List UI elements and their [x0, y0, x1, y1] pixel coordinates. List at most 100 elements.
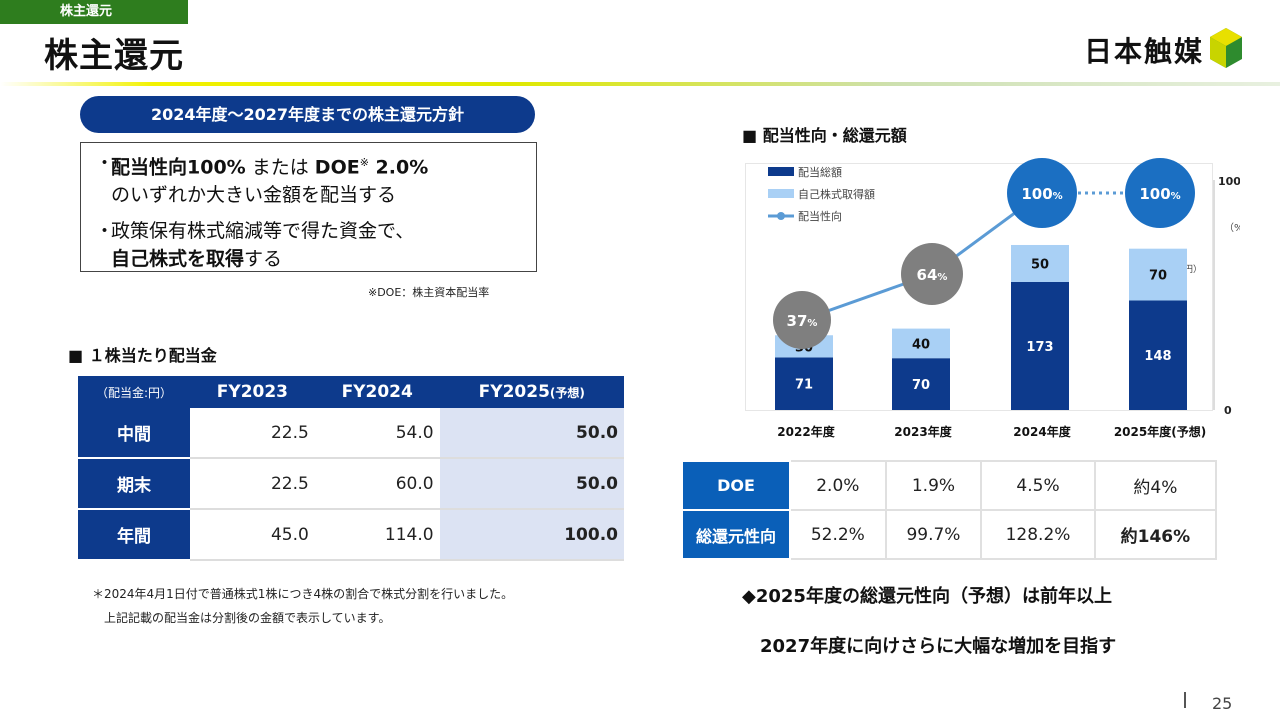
page-title: 株主還元: [44, 36, 184, 76]
or-text: または: [245, 156, 315, 179]
col-fy2025-suffix: (予想): [549, 386, 585, 400]
bullet: ・: [95, 220, 115, 243]
policy-item-2-tail: する: [244, 248, 283, 271]
payout-label: 37%: [787, 312, 818, 330]
axis-top-label: 100: [1218, 175, 1240, 188]
cell: 50.0: [439, 458, 624, 510]
doe-note: ※DOE：株主資本配当率: [368, 286, 490, 299]
payout-circle: [901, 243, 963, 305]
legend-swatch: [768, 189, 794, 198]
message-line1: ◆2025年度の総還元性向（予想）は前年以上: [742, 586, 1112, 607]
row-label: 期末: [78, 458, 190, 510]
company-logo-text: 日本触媒: [1083, 35, 1204, 68]
footnote-line1: ＊2024年4月1日付で普通株式1株につき4株の割合で株式分割を行いました。: [92, 587, 514, 601]
legend-swatch: [768, 167, 794, 176]
chart-frame: [745, 163, 1213, 411]
policy-item-1-line2: のいずれか大きい金額を配当する: [111, 184, 397, 207]
returns-table: DOE 2.0% 1.9% 4.5% 約4% 総還元性向 52.2% 99.7%…: [681, 460, 1218, 560]
bar-buyback-label: 70: [1149, 269, 1167, 284]
row-label: 中間: [78, 408, 190, 459]
policy-title: 2024年度〜2027年度までの株主還元方針: [80, 96, 535, 133]
section-tag: 株主還元: [0, 0, 188, 24]
page-number: 25: [1212, 694, 1233, 713]
policy-box: ・ 配当性向100% または DOE※ 2.0% のいずれか大きい金額を配当する…: [80, 142, 537, 272]
company-logo-icon: [1210, 28, 1242, 68]
cell: 52.2%: [789, 509, 887, 560]
unit-header: （配当金:円）: [78, 376, 190, 408]
bar-buyback: [1129, 248, 1187, 301]
cell: 22.5: [190, 408, 315, 459]
table-row: 期末 22.5 60.0 50.0: [78, 458, 624, 510]
table-row: 中間 22.5 54.0 50.0: [78, 408, 624, 459]
table-header-row: （配当金:円） FY2023 FY2024 FY2025(予想): [78, 376, 624, 408]
col-fy2025: FY2025(予想): [439, 376, 624, 408]
payout-circle: [773, 291, 831, 349]
col-fy2023: FY2023: [190, 376, 315, 408]
legend-label: 自己株式取得額: [798, 187, 875, 201]
bar-buyback: [1011, 244, 1069, 282]
payout-circle: [1125, 158, 1195, 228]
cell: 50.0: [439, 408, 624, 459]
page-divider: [1184, 692, 1186, 708]
chart-section-title: ■ 配当性向・総還元額: [742, 126, 907, 145]
payout-label: 100%: [1139, 185, 1180, 203]
doe-mark: ※: [359, 156, 369, 169]
cell: 4.5%: [980, 460, 1096, 511]
dividend-section-title: ■ １株当たり配当金: [68, 346, 217, 365]
bar-dividend: [775, 357, 833, 410]
buyback-text: 自己株式を取得: [111, 248, 245, 271]
row-label: DOE: [681, 460, 791, 511]
payout-chart: 配当総額自己株式取得額配当性向100（%）0（億円）71302022年度7040…: [768, 158, 1240, 439]
message-line2: 2027年度に向けさらに大幅な増加を目指す: [760, 636, 1117, 657]
bar-dividend-label: 71: [795, 378, 813, 393]
policy-item-1: ・ 配当性向100% または DOE※ 2.0% のいずれか大きい金額を配当する: [95, 149, 522, 209]
bar-dividend: [892, 358, 950, 410]
cell: 99.7%: [884, 509, 983, 560]
col-fy2024: FY2024: [314, 376, 440, 408]
row-label: 総還元性向: [681, 509, 791, 560]
cell: 1.9%: [884, 460, 983, 511]
policy-item-2: ・ 政策保有株式縮減等で得た資金で、 自己株式を取得する: [95, 217, 522, 273]
x-tick-label: 2024年度: [1013, 424, 1071, 439]
bar-dividend-label: 70: [912, 378, 930, 393]
cell: 128.2%: [980, 509, 1096, 560]
doe-value: 2.0%: [368, 156, 429, 179]
cell: 約146%: [1093, 509, 1218, 560]
cell: 2.0%: [789, 460, 887, 511]
bar-buyback: [892, 328, 950, 359]
table-row: 総還元性向 52.2% 99.7% 128.2% 約146%: [681, 509, 1218, 560]
payout-label: 100%: [1021, 185, 1062, 203]
axis-unit-label: （%）: [1224, 222, 1240, 234]
x-tick-label: 2022年度: [777, 424, 835, 439]
bar-dividend: [1011, 281, 1069, 410]
row-label: 年間: [78, 509, 190, 561]
col-fy2025-label: FY2025: [478, 382, 550, 402]
cell: 60.0: [314, 458, 440, 510]
split-footnote: ＊2024年4月1日付で普通株式1株につき4株の割合で株式分割を行いました。 上…: [92, 582, 513, 630]
policy-item-2-line1: 政策保有株式縮減等で得た資金で、: [111, 220, 415, 243]
legend-label: 配当性向: [798, 209, 842, 223]
doe-text: DOE: [314, 156, 360, 179]
payout-text: 配当性向100%: [111, 156, 246, 179]
payout-circle: [1007, 158, 1077, 228]
payout-label: 64%: [917, 266, 948, 284]
table-row: DOE 2.0% 1.9% 4.5% 約4%: [681, 460, 1218, 511]
table-row: 年間 45.0 114.0 100.0: [78, 509, 624, 561]
bar-dividend-label: 148: [1144, 349, 1171, 364]
legend-marker: [777, 212, 785, 220]
cell: 約4%: [1093, 460, 1218, 511]
bar-dividend: [1129, 300, 1187, 410]
cell: 54.0: [314, 408, 440, 459]
x-tick-label: 2025年度(予想): [1114, 424, 1206, 439]
legend-label: 配当総額: [798, 165, 842, 179]
footnote-line2: 上記記載の配当金は分割後の金額で表示しています。: [104, 611, 391, 625]
bar-dividend-label: 173: [1026, 340, 1053, 355]
cell: 45.0: [190, 509, 315, 561]
cell: 22.5: [190, 458, 315, 510]
x-tick-label: 2023年度: [894, 424, 952, 439]
header-divider: [0, 82, 1280, 86]
bar-buyback-label: 50: [1031, 257, 1049, 272]
bar-buyback-label: 40: [912, 337, 930, 352]
axis-zero-label: 0: [1224, 404, 1232, 417]
dividend-table: （配当金:円） FY2023 FY2024 FY2025(予想) 中間 22.5…: [78, 376, 624, 561]
